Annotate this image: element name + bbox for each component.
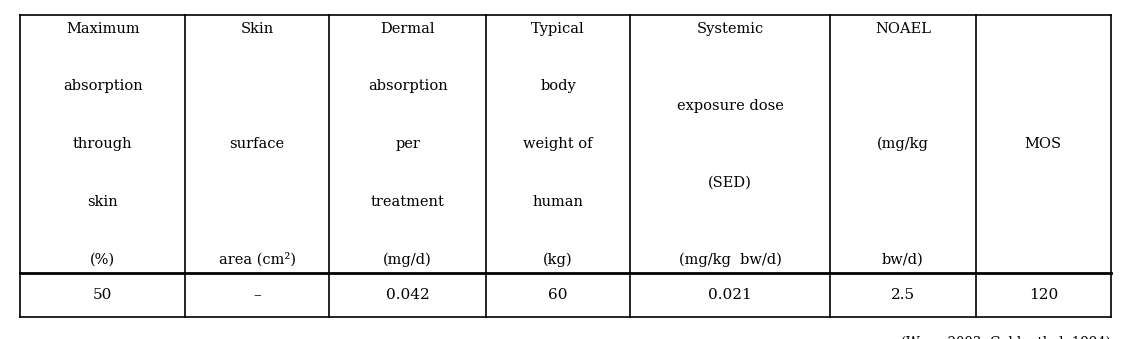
Text: Typical: Typical <box>531 22 585 36</box>
Text: Dermal: Dermal <box>381 22 435 36</box>
Text: (kg): (kg) <box>544 252 573 266</box>
Text: –: – <box>254 288 261 302</box>
Text: MOS: MOS <box>1024 137 1062 151</box>
Text: through: through <box>73 137 133 151</box>
Text: 120: 120 <box>1029 288 1058 302</box>
Text: per: per <box>395 137 420 151</box>
Text: 2.5: 2.5 <box>891 288 915 302</box>
Text: (mg/d): (mg/d) <box>383 252 432 266</box>
Text: absorption: absorption <box>63 79 143 94</box>
Text: (SED): (SED) <box>707 176 752 190</box>
Text: human: human <box>532 195 584 209</box>
Text: (mg/kg: (mg/kg <box>877 137 929 151</box>
Text: 50: 50 <box>93 288 112 302</box>
Text: area (cm²): area (cm²) <box>219 252 295 266</box>
Text: body: body <box>540 79 576 94</box>
Text: Maximum: Maximum <box>66 22 139 36</box>
Text: weight of: weight of <box>523 137 593 151</box>
Text: (%): (%) <box>90 252 116 266</box>
Text: (mg/kg  bw/d): (mg/kg bw/d) <box>678 252 782 266</box>
Text: 0.021: 0.021 <box>709 288 751 302</box>
Text: 0.042: 0.042 <box>386 288 429 302</box>
Text: Skin: Skin <box>240 22 274 36</box>
Text: absorption: absorption <box>367 79 448 94</box>
Text: NOAEL: NOAEL <box>875 22 931 36</box>
Text: surface: surface <box>229 137 285 151</box>
Text: 60: 60 <box>548 288 568 302</box>
Text: skin: skin <box>88 195 118 209</box>
Text: bw/d): bw/d) <box>882 252 924 266</box>
Text: treatment: treatment <box>371 195 445 209</box>
Text: Systemic: Systemic <box>696 22 764 36</box>
Text: exposure dose: exposure dose <box>676 99 784 113</box>
Text: (Waer, 2003; Goldenthal, 1994): (Waer, 2003; Goldenthal, 1994) <box>901 336 1111 339</box>
